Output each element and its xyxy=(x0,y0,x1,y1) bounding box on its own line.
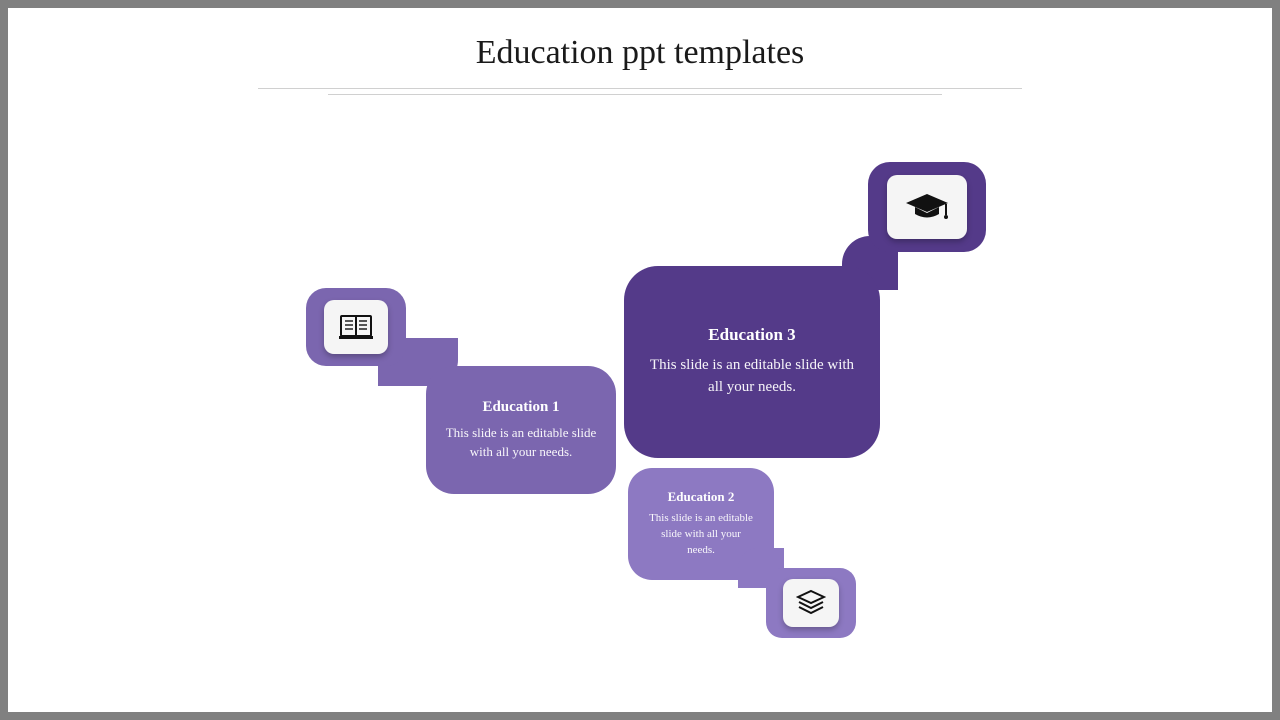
card-heading: Education 1 xyxy=(482,399,559,416)
slide-canvas: Education ppt templates Edu xyxy=(8,8,1272,712)
icon-frame xyxy=(868,162,986,252)
card-body: This slide is an editable slide with all… xyxy=(646,511,756,559)
book-icon xyxy=(324,300,388,354)
card-body: This slide is an editable slide with all… xyxy=(444,424,598,462)
education-card-3: Education 3 This slide is an editable sl… xyxy=(624,266,880,458)
stack-icon xyxy=(783,579,839,627)
card-body: This slide is an editable slide with all… xyxy=(642,355,862,399)
diagram-area: Education 1 This slide is an editable sl… xyxy=(8,8,1272,712)
education-card-1: Education 1 This slide is an editable sl… xyxy=(426,366,616,494)
card-heading: Education 2 xyxy=(668,489,735,505)
icon-frame xyxy=(766,568,856,638)
icon-frame xyxy=(306,288,406,366)
card-heading: Education 3 xyxy=(708,325,795,345)
graduation-cap-icon xyxy=(887,175,967,239)
